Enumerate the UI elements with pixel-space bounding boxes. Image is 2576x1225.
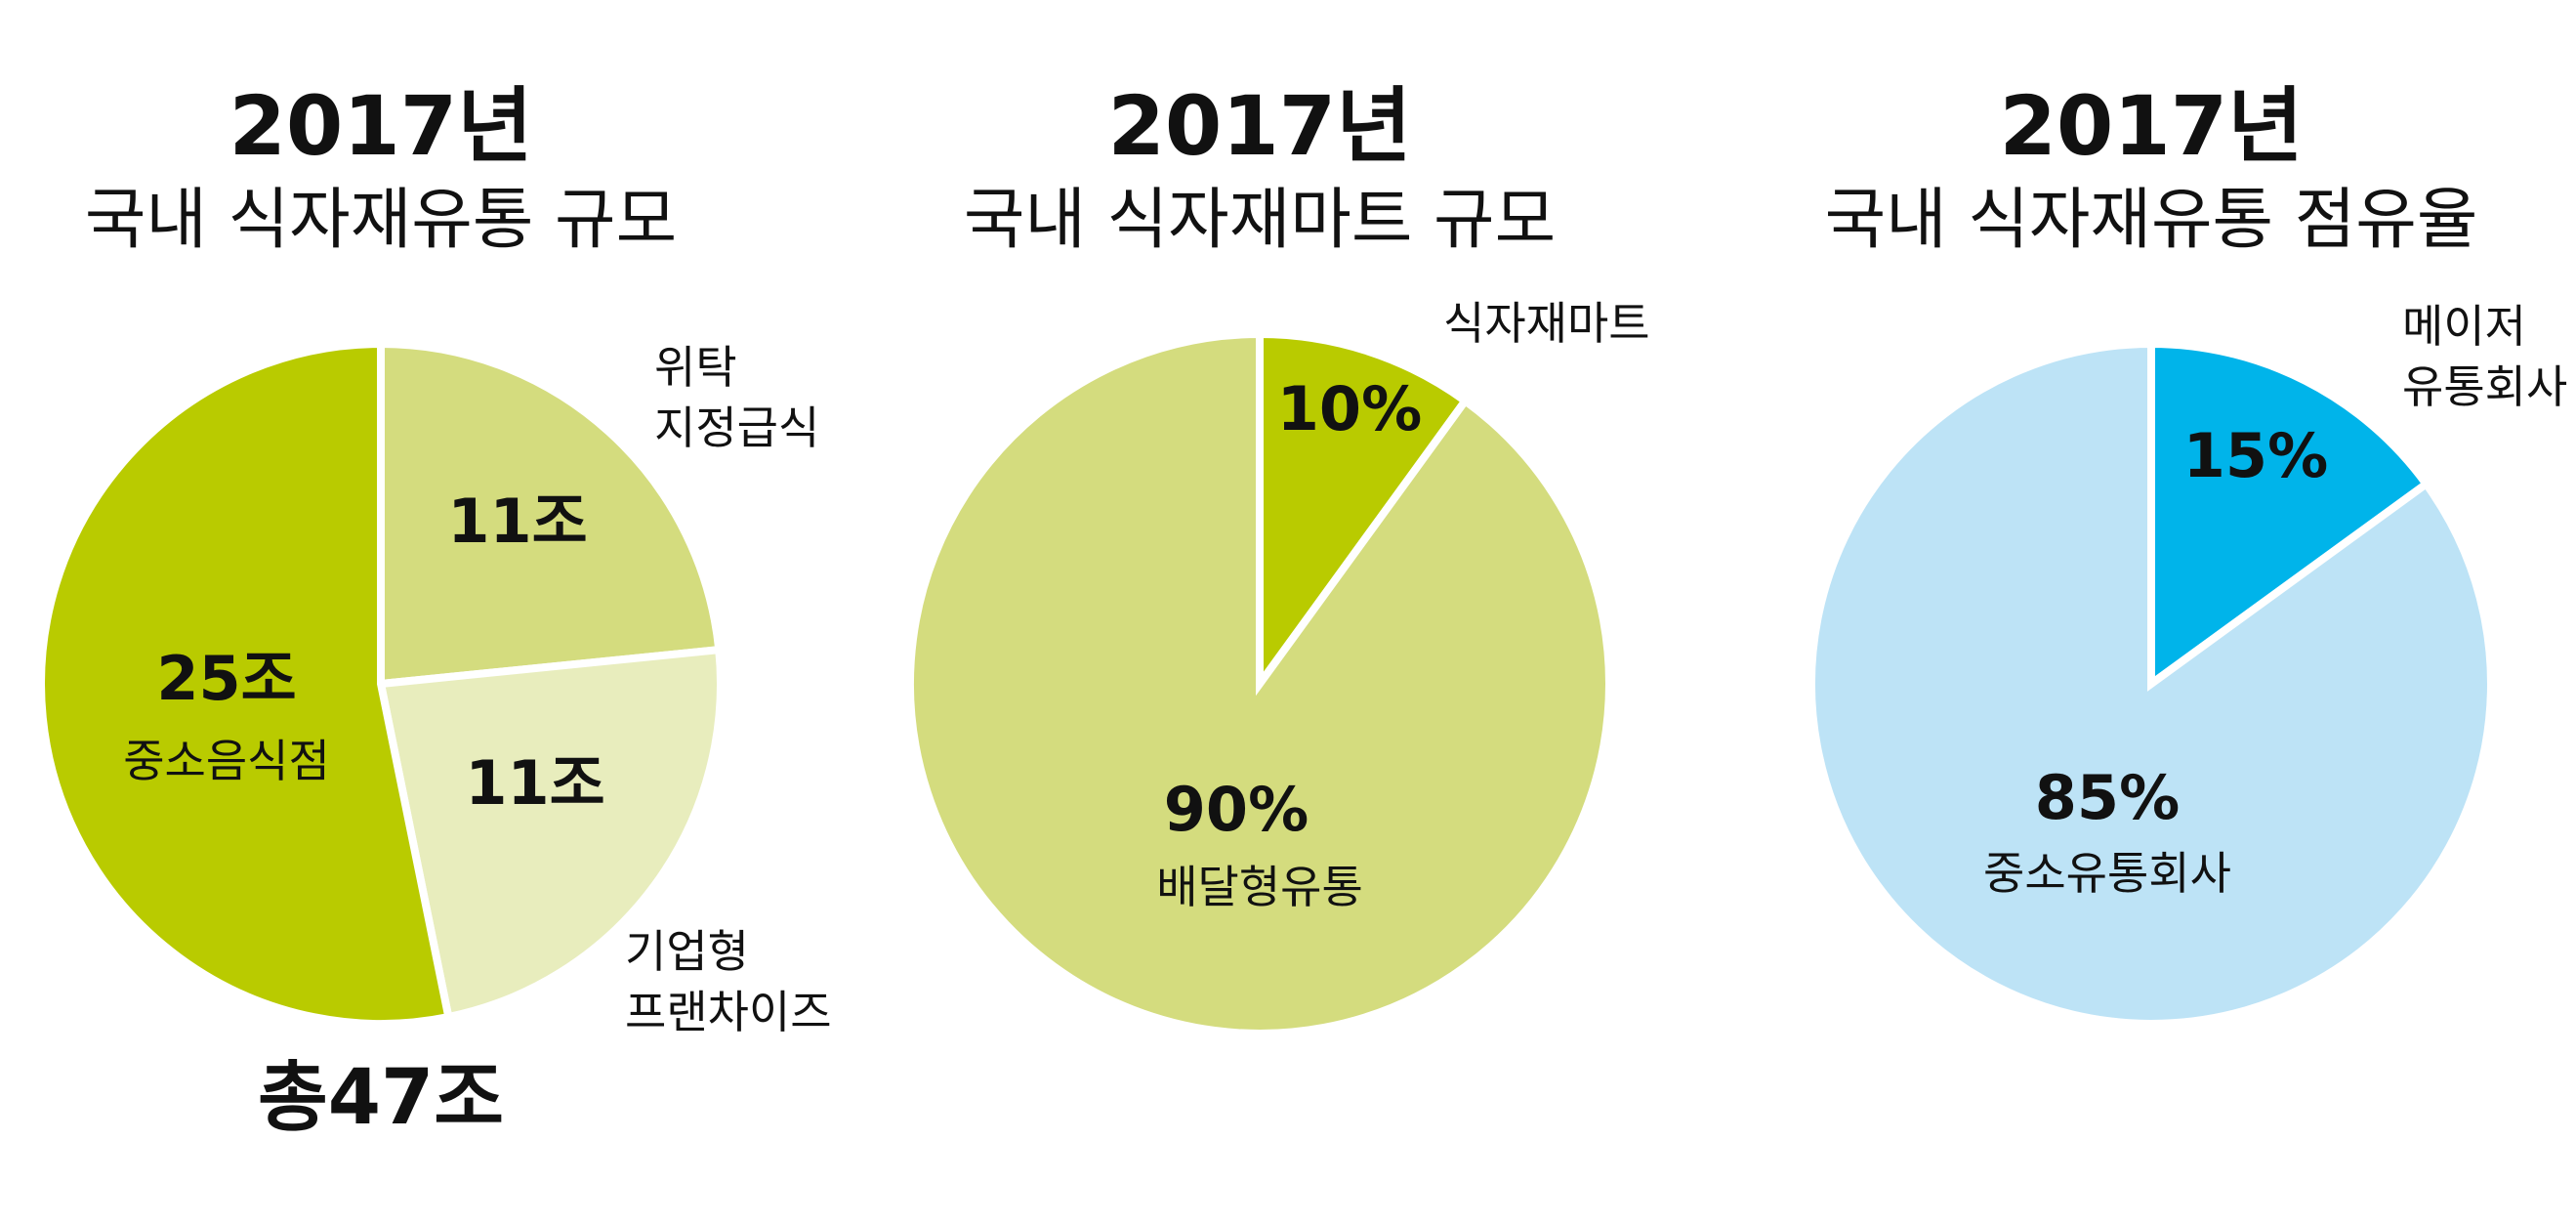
chart-2-value-label-1: 10% — [1277, 373, 1422, 444]
chart-1-value-label-1: 11조 — [447, 486, 587, 557]
chart-1-total-label: 총47조 — [258, 1054, 504, 1142]
chart-2-outer-label-1-line-1: 식자재마트 — [1443, 297, 1650, 350]
chart-3-slice-2 — [1807, 339, 2495, 1028]
chart-1-slice-3 — [37, 339, 454, 1028]
chart-1-outer-label-1-line-2: 지정급식 — [654, 401, 819, 454]
chart-2-slice-name-2: 배달형유통 — [1156, 861, 1363, 913]
chart-3-outer-label-1-line-2: 유통회사 — [2402, 360, 2567, 413]
chart-2-title: 2017년 — [1107, 78, 1411, 174]
chart-2-value-label-2: 90% — [1164, 774, 1309, 845]
chart-2-slice-1 — [1256, 329, 1472, 697]
chart-3-title: 2017년 — [1999, 78, 2303, 174]
chart-1-value-label-3: 25조 — [156, 643, 296, 714]
chart-1-slice-name-3: 중소음식점 — [123, 735, 330, 787]
chart-1-title: 2017년 — [229, 78, 532, 174]
chart-3-outer-label-1-line-1: 메이저 — [2402, 300, 2526, 353]
chart-1-outer-label-2-line-2: 프랜차이즈 — [625, 986, 832, 1038]
chart-1-outer-label-1-line-1: 위탁 — [654, 341, 737, 394]
chart-3-slice-1 — [2147, 339, 2432, 692]
chart-2-subtitle: 국내 식자재마트 규모 — [964, 182, 1556, 259]
chart-2-slice-2 — [906, 329, 1613, 1037]
chart-1-slice-1 — [377, 339, 724, 689]
chart-1-value-label-2: 11조 — [465, 747, 604, 819]
chart-1-subtitle: 국내 식자재유통 규모 — [85, 182, 677, 259]
chart-3-value-label-2: 85% — [2035, 762, 2180, 833]
chart-3-subtitle: 국내 식자재유통 점유율 — [1825, 182, 2478, 259]
chart-1-slice-2 — [376, 645, 725, 1022]
chart-3-value-label-1: 15% — [2183, 420, 2328, 491]
chart-1-outer-label-2-line-1: 기업형 — [625, 925, 749, 978]
chart-3-slice-name-2: 중소유통회사 — [1983, 847, 2231, 900]
